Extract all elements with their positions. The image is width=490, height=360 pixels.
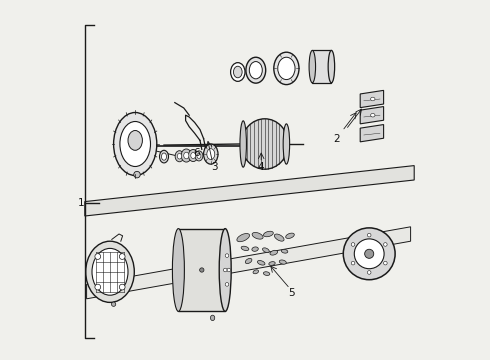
Ellipse shape <box>181 149 192 162</box>
Text: 6: 6 <box>193 148 200 158</box>
Ellipse shape <box>210 315 215 320</box>
Ellipse shape <box>241 246 249 251</box>
Ellipse shape <box>175 151 184 162</box>
Text: 4: 4 <box>258 162 265 172</box>
Ellipse shape <box>225 283 229 286</box>
Ellipse shape <box>95 254 100 260</box>
Ellipse shape <box>172 229 184 311</box>
Ellipse shape <box>368 271 371 274</box>
Ellipse shape <box>189 149 198 162</box>
Ellipse shape <box>191 153 196 158</box>
Polygon shape <box>178 229 225 311</box>
Text: 2: 2 <box>334 134 340 144</box>
Ellipse shape <box>328 50 335 83</box>
Ellipse shape <box>274 234 284 241</box>
Ellipse shape <box>233 66 242 78</box>
Ellipse shape <box>237 234 249 242</box>
Ellipse shape <box>309 50 316 83</box>
Ellipse shape <box>223 268 227 272</box>
Ellipse shape <box>252 233 263 239</box>
Ellipse shape <box>160 150 169 163</box>
Ellipse shape <box>365 249 374 258</box>
Ellipse shape <box>128 130 143 150</box>
Ellipse shape <box>92 248 128 295</box>
Ellipse shape <box>252 247 258 251</box>
Ellipse shape <box>134 171 140 178</box>
Ellipse shape <box>368 233 371 237</box>
Polygon shape <box>87 227 411 299</box>
Ellipse shape <box>95 284 100 290</box>
Ellipse shape <box>120 284 125 290</box>
Ellipse shape <box>177 153 182 159</box>
Ellipse shape <box>370 113 375 117</box>
Ellipse shape <box>219 229 231 311</box>
Ellipse shape <box>231 63 245 81</box>
Polygon shape <box>360 107 384 124</box>
Ellipse shape <box>384 261 387 265</box>
Ellipse shape <box>246 57 266 83</box>
Ellipse shape <box>274 52 299 85</box>
Ellipse shape <box>120 254 125 260</box>
Ellipse shape <box>351 261 355 265</box>
Ellipse shape <box>370 97 375 101</box>
Ellipse shape <box>270 250 278 255</box>
Ellipse shape <box>384 243 387 246</box>
Ellipse shape <box>263 248 269 253</box>
Ellipse shape <box>351 243 355 246</box>
Ellipse shape <box>245 258 252 264</box>
Ellipse shape <box>249 62 262 79</box>
Ellipse shape <box>207 149 215 159</box>
Ellipse shape <box>281 249 288 253</box>
Ellipse shape <box>111 302 116 306</box>
Polygon shape <box>360 125 384 142</box>
Ellipse shape <box>283 124 290 164</box>
Ellipse shape <box>269 262 275 265</box>
Ellipse shape <box>286 233 294 238</box>
Ellipse shape <box>120 122 150 166</box>
Ellipse shape <box>199 268 204 272</box>
Ellipse shape <box>227 268 231 272</box>
Ellipse shape <box>343 228 395 280</box>
Polygon shape <box>360 90 384 108</box>
Text: 3: 3 <box>211 162 218 172</box>
Ellipse shape <box>195 151 203 161</box>
Ellipse shape <box>225 254 229 257</box>
Ellipse shape <box>278 57 295 80</box>
Ellipse shape <box>86 241 134 302</box>
Ellipse shape <box>264 231 273 237</box>
Ellipse shape <box>253 270 259 274</box>
Ellipse shape <box>242 119 288 169</box>
Ellipse shape <box>354 239 384 269</box>
Ellipse shape <box>204 144 218 164</box>
Ellipse shape <box>184 152 189 159</box>
Ellipse shape <box>162 153 167 160</box>
Ellipse shape <box>197 153 201 158</box>
Ellipse shape <box>240 121 246 167</box>
Ellipse shape <box>257 261 265 265</box>
Ellipse shape <box>264 272 270 275</box>
Text: 5: 5 <box>289 288 295 298</box>
Ellipse shape <box>279 260 286 264</box>
Polygon shape <box>312 50 331 83</box>
Polygon shape <box>85 166 414 216</box>
Ellipse shape <box>114 112 157 175</box>
Text: 1: 1 <box>78 198 84 208</box>
